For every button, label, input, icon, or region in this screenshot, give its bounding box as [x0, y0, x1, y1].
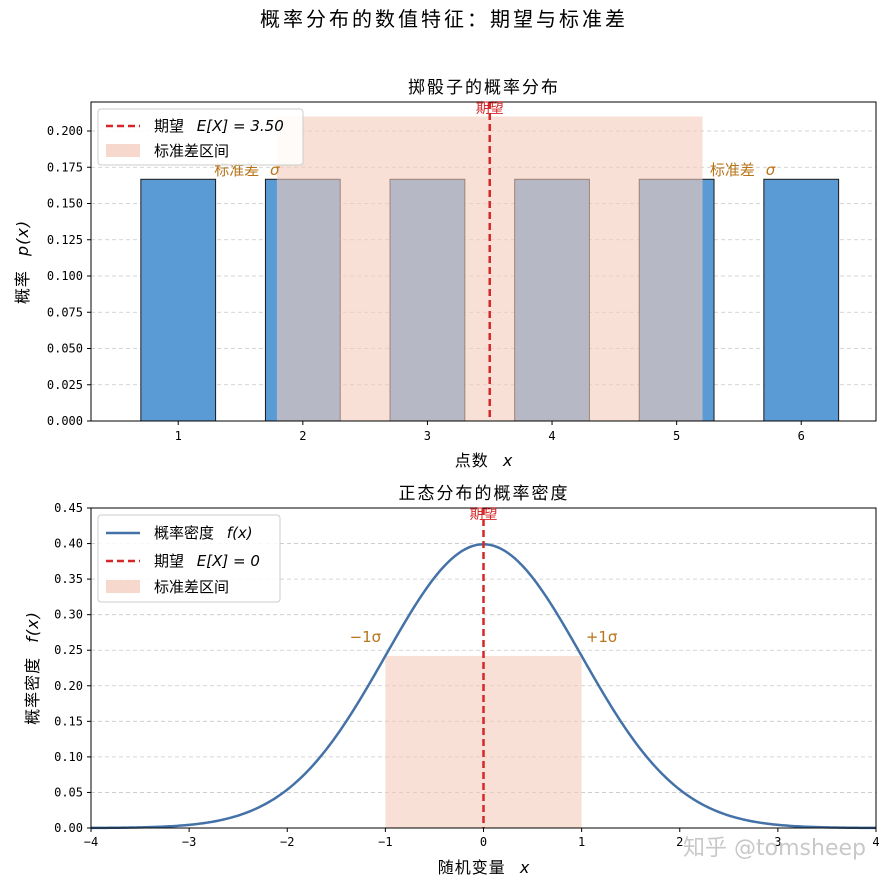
dice-x-tick-label: 2 — [299, 429, 306, 443]
normal-y-axis-label: 概率密度 f(x) — [23, 611, 42, 725]
normal-legend-std-label: 标准差区间 — [154, 578, 229, 596]
normal-legend: 概率密度 f(x) 期望 E[X] = 0 标准差区间 — [97, 514, 281, 603]
normal-y-tick-label: 0.25 — [54, 643, 83, 657]
normal-y-tick-label: 0.20 — [54, 679, 83, 693]
dice-x-axis-label: 点数 x — [455, 451, 514, 470]
normal-pdf-chart: 正态分布的概率密度 0.000.050.100.150.200.250.300.… — [23, 484, 880, 877]
normal-y-tick-label: 0.15 — [54, 714, 83, 728]
dice-y-tick-label: 0.075 — [47, 305, 83, 319]
dice-chart-title: 掷骰子的概率分布 — [408, 78, 560, 98]
dice-ylabel-var: p(x) — [13, 220, 32, 257]
normal-x-ticks: −4 −3 −2 −1 0 1 2 3 4 — [84, 828, 880, 849]
normal-xlabel-var: x — [519, 858, 530, 877]
dice-sigma-right-annotation: 标准差 σ — [710, 161, 776, 179]
dice-y-tick-label: 0.000 — [47, 414, 83, 428]
dice-y-tick-label: 0.100 — [47, 269, 83, 283]
normal-xlabel-text: 随机变量 — [438, 858, 506, 877]
watermark-text: 知乎 @tomsheep — [683, 836, 866, 861]
sigma-right-label: 标准差 — [710, 161, 755, 179]
normal-x-tick-label: 4 — [872, 835, 879, 849]
normal-x-tick-label: −2 — [280, 835, 294, 849]
sigma-right-symbol: σ — [766, 161, 776, 179]
dice-y-tick-label: 0.050 — [47, 342, 83, 356]
dice-y-axis-label: 概率 p(x) — [13, 220, 32, 304]
dice-bar — [140, 178, 217, 422]
normal-x-tick-label: 3 — [774, 835, 781, 849]
normal-legend-mean-math: E[X] = 0 — [197, 552, 260, 570]
dice-x-tick-label: 3 — [424, 429, 431, 443]
normal-chart-title: 正态分布的概率密度 — [399, 484, 570, 504]
dice-x-tick-label: 6 — [798, 429, 805, 443]
normal-y-tick-label: 0.35 — [54, 572, 83, 586]
normal-x-tick-label: 2 — [676, 835, 683, 849]
dice-y-tick-label: 0.025 — [47, 378, 83, 392]
dice-x-tick-label: 1 — [175, 429, 182, 443]
dice-legend: 期望 E[X] = 3.50 标准差区间 — [97, 108, 304, 166]
dice-legend-box — [97, 108, 304, 166]
normal-x-tick-label: −1 — [378, 835, 392, 849]
normal-ylabel-text: 概率密度 — [23, 657, 42, 725]
sigma-left-symbol: σ — [270, 161, 280, 179]
normal-x-tick-label: 0 — [480, 835, 487, 849]
dice-y-tick-label: 0.125 — [47, 233, 83, 247]
normal-legend-mean: 期望 E[X] = 0 — [154, 552, 260, 570]
dice-x-tick-label: 5 — [673, 429, 680, 443]
normal-ylabel-var: f(x) — [23, 611, 42, 643]
normal-legend-curve-math: f(x) — [227, 524, 253, 542]
normal-legend-std-swatch — [106, 580, 140, 593]
normal-y-tick-label: 0.40 — [54, 537, 83, 551]
normal-y-ticks: 0.00 0.05 0.10 0.15 0.20 0.25 0.30 0.35 0.40 0.45 — [54, 501, 91, 835]
normal-y-tick-label: 0.05 — [54, 785, 83, 799]
dice-bar — [763, 178, 840, 422]
dice-mean-annotation: 期望 — [476, 101, 504, 117]
normal-y-tick-label: 0.00 — [54, 821, 83, 835]
dice-xlabel-var: x — [502, 451, 513, 470]
dice-legend-mean-math: E[X] = 3.50 — [197, 117, 284, 135]
dice-y-tick-label: 0.175 — [47, 160, 83, 174]
dice-legend-mean-label: 期望 — [154, 117, 184, 135]
dice-xlabel-text: 点数 — [455, 451, 489, 470]
normal-legend-curve-label: 概率密度 — [154, 524, 214, 542]
normal-y-tick-label: 0.30 — [54, 608, 83, 622]
normal-legend-box — [97, 514, 281, 603]
dice-y-tick-label: 0.150 — [47, 197, 83, 211]
dice-legend-mean: 期望 E[X] = 3.50 — [154, 117, 284, 135]
minus-sigma-annotation: −1σ — [350, 628, 382, 646]
normal-x-tick-label: 1 — [578, 835, 585, 849]
normal-x-axis-label: 随机变量 x — [438, 858, 531, 877]
dice-legend-std-label: 标准差区间 — [154, 142, 229, 160]
normal-legend-curve: 概率密度 f(x) — [154, 524, 253, 542]
figure-suptitle: 概率分布的数值特征：期望与标准差 — [260, 7, 628, 31]
dice-legend-std-swatch — [106, 144, 140, 157]
normal-y-tick-label: 0.45 — [54, 501, 83, 515]
dice-x-ticks: 1 2 3 4 5 6 — [175, 421, 805, 443]
dice-x-tick-label: 4 — [548, 429, 555, 443]
dice-ylabel-text: 概率 — [13, 270, 32, 304]
normal-x-tick-label: −3 — [182, 835, 196, 849]
dice-y-ticks: 0.000 0.025 0.050 0.075 0.100 0.125 0.150 0.175… — [47, 124, 91, 428]
dice-plot-frame — [90, 101, 877, 422]
normal-x-tick-label: −4 — [84, 835, 98, 849]
normal-mean-annotation: 期望 — [470, 507, 498, 523]
plus-sigma-annotation: +1σ — [586, 628, 618, 646]
normal-y-tick-label: 0.10 — [54, 750, 83, 764]
normal-legend-mean-label: 期望 — [154, 552, 184, 570]
dice-bar-chart: 掷骰子的概率分布 0.0000.0250.0500.0750.1000.1250… — [13, 78, 877, 470]
dice-y-tick-label: 0.200 — [47, 124, 83, 138]
